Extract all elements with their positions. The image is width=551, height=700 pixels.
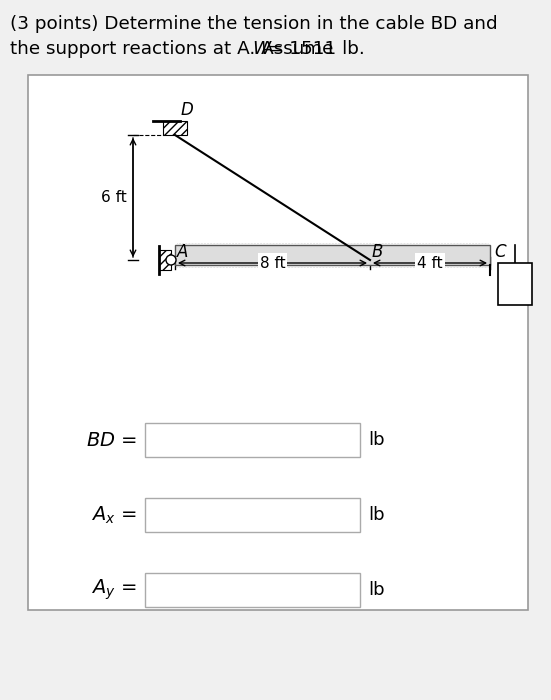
Circle shape (166, 255, 176, 265)
Text: W: W (252, 40, 270, 58)
Text: the support reactions at A. Assume: the support reactions at A. Assume (10, 40, 339, 58)
Text: (3 points) Determine the tension in the cable BD and: (3 points) Determine the tension in the … (10, 15, 498, 33)
Text: 4 ft: 4 ft (417, 256, 443, 270)
Text: W: W (507, 275, 523, 293)
Bar (159, 250, 171, 270)
Text: lb: lb (368, 581, 385, 599)
Text: = 1511 lb.: = 1511 lb. (262, 40, 365, 58)
Text: D: D (181, 101, 194, 119)
Bar (175, 245, 490, 265)
Text: $BD$ =: $BD$ = (86, 430, 137, 449)
Text: A: A (177, 243, 188, 261)
Bar (163, 121, 187, 135)
Text: 6 ft: 6 ft (101, 190, 127, 205)
Text: $A_y$ =: $A_y$ = (91, 578, 137, 602)
Text: $A_x$ =: $A_x$ = (91, 504, 137, 526)
Bar (145, 573, 360, 607)
Bar (145, 498, 360, 532)
Text: lb: lb (368, 506, 385, 524)
Bar (28, 75, 528, 610)
Text: C: C (494, 243, 506, 261)
Text: lb: lb (368, 431, 385, 449)
Bar (498, 263, 532, 305)
Text: 8 ft: 8 ft (260, 256, 285, 270)
Bar (145, 423, 360, 457)
Text: B: B (372, 243, 383, 261)
